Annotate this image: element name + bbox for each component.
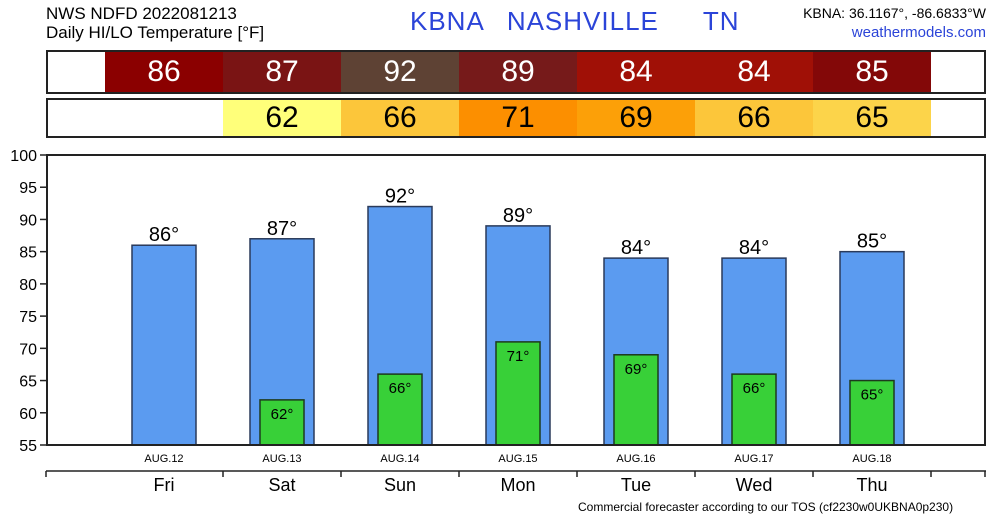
high-temp-label: 85° [857,231,887,253]
high-temp-cell: 87 [223,52,341,92]
high-temp-label: 84° [739,237,769,259]
state-name: TN [702,6,740,36]
y-tick-label: 85 [19,245,37,262]
high-temp-cell: 89 [459,52,577,92]
low-temp-bar [377,373,423,446]
date-label: AUG.14 [380,453,419,465]
x-tick-label: Sun [384,475,416,495]
plot-area [46,154,986,446]
high-temp-cell: 84 [577,52,695,92]
high-temperature-row: 86 87 92 89 84 84 85 [46,50,986,94]
x-tick-label: Mon [500,475,535,495]
high-temp-cell: 85 [813,52,931,92]
date-label: AUG.17 [734,453,773,465]
low-temperature-row: 62 66 71 69 66 65 [46,98,986,138]
x-tick-label: Fri [154,475,175,495]
low-temp-cell: 62 [223,100,341,136]
low-temp-cell: 66 [341,100,459,136]
low-temp-label: 66° [743,380,766,397]
y-tick-label: 90 [19,212,37,229]
high-temp-bar [131,244,197,446]
low-temp-label: 66° [389,380,412,397]
product-subtitle: Daily HI/LO Temperature [°F] [46,23,265,42]
site-link[interactable]: weathermodels.com [851,24,986,41]
low-temp-label: 71° [507,348,530,365]
x-tick-label: Thu [856,475,887,495]
low-temp-cell: 69 [577,100,695,136]
high-temp-cell: 86 [105,52,223,92]
high-temp-label: 89° [503,205,533,227]
y-tick-label: 60 [19,406,37,423]
city-name: NASHVILLE [506,6,659,36]
y-tick-label: 100 [10,148,37,165]
low-temp-cell: 66 [695,100,813,136]
high-temp-cell: 92 [341,52,459,92]
low-temp-cell: 65 [813,100,931,136]
high-temp-cell: 84 [695,52,813,92]
y-tick-label: 75 [19,309,37,326]
date-label: AUG.13 [262,453,301,465]
low-temp-bar [731,373,777,446]
date-label: AUG.15 [498,453,537,465]
y-tick-label: 95 [19,180,37,197]
date-label: AUG.12 [144,453,183,465]
low-temp-label: 69° [625,361,648,378]
low-temp-cell: 71 [459,100,577,136]
x-tick-label: Sat [268,475,295,495]
y-tick-label: 70 [19,341,37,358]
station-coordinates: KBNA: 36.1167°, -86.6833°W [803,5,986,21]
low-temp-label: 62° [271,406,294,423]
low-temp-label: 65° [861,387,884,404]
footer-note: Commercial forecaster according to our T… [578,500,954,514]
header-right: KBNA: 36.1167°, -86.6833°W weathermodels… [803,4,986,42]
header-info: NWS NDFD 2022081213 Daily HI/LO Temperat… [46,4,264,42]
low-temp-bar [849,379,895,446]
y-tick-label: 55 [19,438,37,455]
date-label: AUG.18 [852,453,891,465]
low-temp-cell [105,100,223,136]
y-tick-label: 80 [19,277,37,294]
x-tick-label: Tue [621,475,651,495]
high-temp-label: 92° [385,186,415,208]
high-temp-label: 87° [267,218,297,240]
high-temp-label: 86° [149,224,179,246]
product-title: NWS NDFD 2022081213 [46,4,237,23]
location-title: KBNA NASHVILLE TN [410,6,740,37]
station-id: KBNA [410,6,485,36]
date-label: AUG.16 [616,453,655,465]
high-temp-label: 84° [621,237,651,259]
y-tick-label: 65 [19,374,37,391]
x-tick-label: Wed [736,475,773,495]
